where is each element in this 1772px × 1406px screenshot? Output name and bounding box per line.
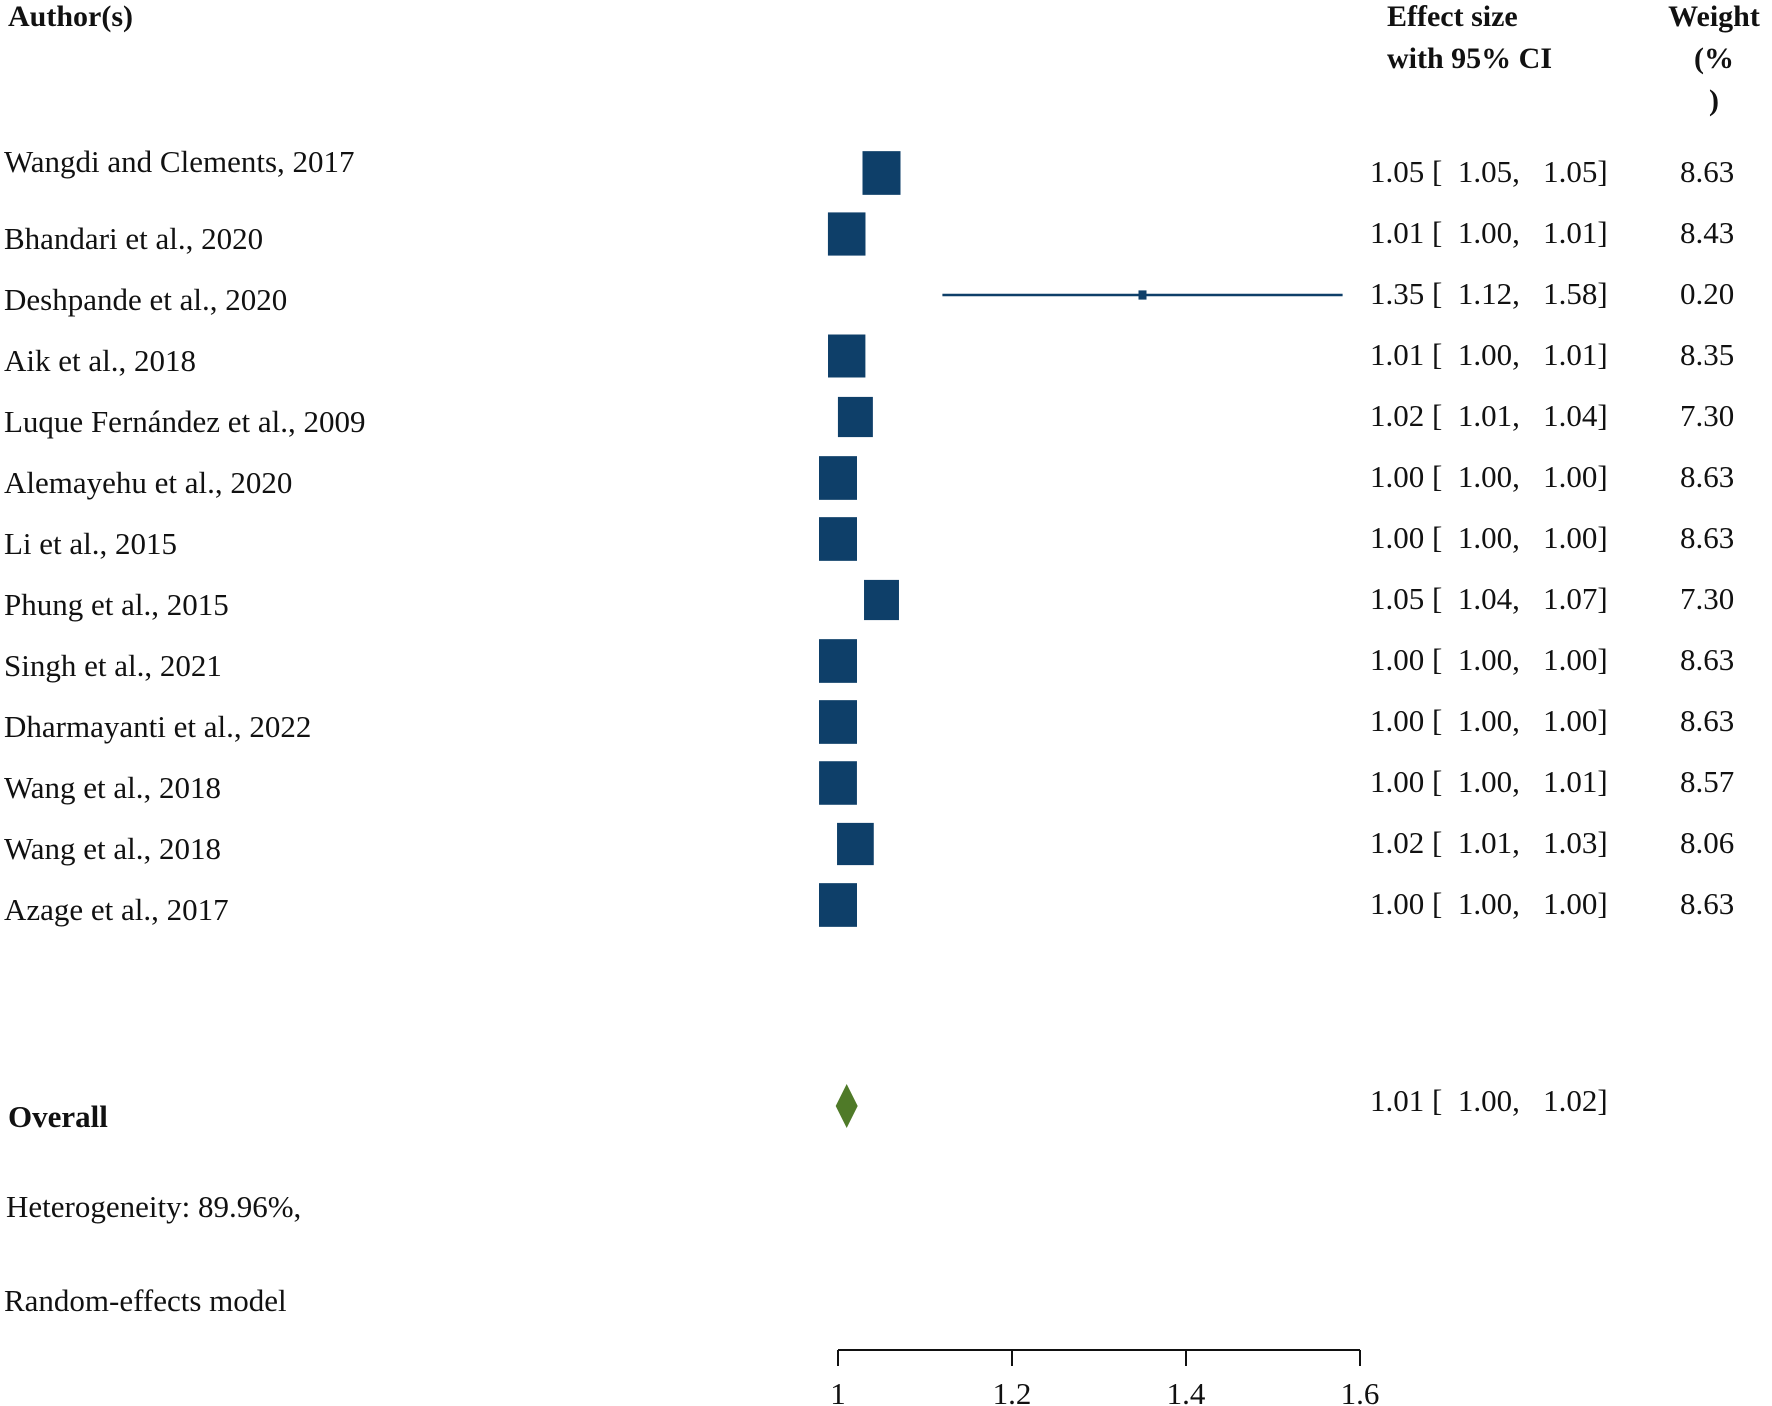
study-weight: 8.35 xyxy=(1680,337,1735,372)
study-weight: 8.06 xyxy=(1680,825,1735,860)
study-weight: 8.63 xyxy=(1680,154,1735,189)
study-author: Wang et al., 2018 xyxy=(4,831,222,866)
study-author: Azage et al., 2017 xyxy=(4,892,229,927)
study-row: Li et al., 2015 1.00 [ 1.00, 1.00] 8.63 xyxy=(0,518,1772,578)
study-weight: 7.30 xyxy=(1680,398,1735,433)
study-effect-marker xyxy=(819,456,857,500)
study-effect-ci: 1.00 [ 1.00, 1.00] xyxy=(1370,459,1608,494)
author-column-header: Author(s) xyxy=(8,0,133,33)
study-author: Wang et al., 2018 xyxy=(4,770,222,805)
study-author: Aik et al., 2018 xyxy=(4,343,196,378)
study-weight: 8.43 xyxy=(1680,215,1735,250)
study-effect-marker xyxy=(828,334,866,378)
study-effect-ci: 1.00 [ 1.00, 1.00] xyxy=(1370,886,1608,921)
study-effect-ci: 1.02 [ 1.01, 1.04] xyxy=(1370,398,1608,433)
study-effect-ci: 1.02 [ 1.01, 1.03] xyxy=(1370,825,1608,860)
study-row: Singh et al., 2021 1.00 [ 1.00, 1.00] 8.63 xyxy=(0,640,1772,700)
study-effect-ci: 1.05 [ 1.04, 1.07] xyxy=(1370,581,1608,616)
study-weight: 8.63 xyxy=(1680,642,1735,677)
effect-header-line-1: Effect size xyxy=(1387,0,1518,33)
study-effect-ci: 1.01 [ 1.00, 1.01] xyxy=(1370,215,1608,250)
study-effect-marker xyxy=(1138,290,1147,300)
study-author: Deshpande et al., 2020 xyxy=(4,282,288,317)
study-weight: 0.20 xyxy=(1680,276,1735,311)
study-row: Azage et al., 2017 1.00 [ 1.00, 1.00] 8.63 xyxy=(0,884,1772,944)
study-weight: 8.63 xyxy=(1680,520,1735,555)
study-row: Deshpande et al., 2020 1.35 [ 1.12, 1.58]… xyxy=(0,274,1772,334)
study-row: Wangdi and Clements, 2017 1.05 [ 1.05, 1.… xyxy=(0,144,1772,212)
study-author: Singh et al., 2021 xyxy=(4,648,222,683)
weight-header-line-3: ) xyxy=(1709,84,1719,117)
effect-header-line-2: with 95% CI xyxy=(1387,42,1553,75)
study-weight: 8.57 xyxy=(1680,764,1735,799)
study-row: Dharmayanti et al., 2022 1.00 [ 1.00, 1.0… xyxy=(0,701,1772,761)
study-effect-marker xyxy=(837,822,874,866)
study-effect-ci: 1.00 [ 1.00, 1.00] xyxy=(1370,642,1608,677)
study-row: Luque Fernández et al., 2009 1.02 [ 1.01,… xyxy=(0,396,1772,456)
weight-header-line-1: Weight xyxy=(1668,0,1760,33)
overall-effect-ci: 1.01 [ 1.00, 1.02] xyxy=(1370,1083,1608,1118)
study-author: Bhandari et al., 2020 xyxy=(4,221,264,256)
study-effect-marker xyxy=(864,579,899,621)
study-author: Phung et al., 2015 xyxy=(4,587,229,622)
study-effect-marker xyxy=(819,517,857,561)
overall-label: Overall xyxy=(8,1099,108,1134)
study-effect-marker xyxy=(837,396,873,438)
study-author: Li et al., 2015 xyxy=(4,526,178,561)
study-author: Wangdi and Clements, 2017 xyxy=(4,144,355,179)
study-effect-marker xyxy=(819,639,857,683)
study-effect-ci: 1.00 [ 1.00, 1.00] xyxy=(1370,520,1608,555)
study-effect-marker xyxy=(819,883,857,927)
weight-column-header: Weight (% ) xyxy=(1658,0,1770,122)
study-effect-ci: 1.05 [ 1.05, 1.05] xyxy=(1370,154,1608,189)
study-row: Phung et al., 2015 1.05 [ 1.04, 1.07] 7.30 xyxy=(0,579,1772,639)
effect-size-column-header: Effect size with 95% CI xyxy=(1387,0,1552,80)
x-axis-tick-label: 1.6 xyxy=(1341,1376,1380,1406)
study-effect-marker xyxy=(819,761,857,805)
weight-header-line-2: (% xyxy=(1694,42,1734,75)
study-row: Bhandari et al., 2020 1.01 [ 1.00, 1.01] 8… xyxy=(0,213,1772,273)
study-weight: 8.63 xyxy=(1680,886,1735,921)
heterogeneity-note: Heterogeneity: 89.96%, xyxy=(6,1189,302,1224)
x-axis-tick-label: 1.2 xyxy=(993,1376,1032,1406)
study-effect-marker xyxy=(862,151,901,195)
study-effect-ci: 1.35 [ 1.12, 1.58] xyxy=(1370,276,1608,311)
study-effect-marker xyxy=(819,700,857,744)
model-note: Random-effects model xyxy=(4,1283,287,1318)
x-axis-tick-label: 1 xyxy=(830,1376,846,1406)
study-author: Alemayehu et al., 2020 xyxy=(4,465,293,500)
study-effect-ci: 1.00 [ 1.00, 1.00] xyxy=(1370,703,1608,738)
study-effect-marker xyxy=(827,212,866,256)
study-row: Wang et al., 2018 1.00 [ 1.00, 1.01] 8.57 xyxy=(0,762,1772,822)
study-effect-ci: 1.00 [ 1.00, 1.01] xyxy=(1370,764,1608,799)
study-author: Luque Fernández et al., 2009 xyxy=(4,404,366,439)
study-row: Alemayehu et al., 2020 1.00 [ 1.00, 1.00]… xyxy=(0,457,1772,517)
study-row: Wang et al., 2018 1.02 [ 1.01, 1.03] 8.06 xyxy=(0,823,1772,883)
x-axis-tick-label: 1.4 xyxy=(1167,1376,1206,1406)
study-weight: 8.63 xyxy=(1680,703,1735,738)
study-author: Dharmayanti et al., 2022 xyxy=(4,709,312,744)
overall-diamond xyxy=(835,1084,858,1128)
study-effect-ci: 1.01 [ 1.00, 1.01] xyxy=(1370,337,1608,372)
study-weight: 7.30 xyxy=(1680,581,1735,616)
study-row: Aik et al., 2018 1.01 [ 1.00, 1.01] 8.35 xyxy=(0,335,1772,395)
study-weight: 8.63 xyxy=(1680,459,1735,494)
